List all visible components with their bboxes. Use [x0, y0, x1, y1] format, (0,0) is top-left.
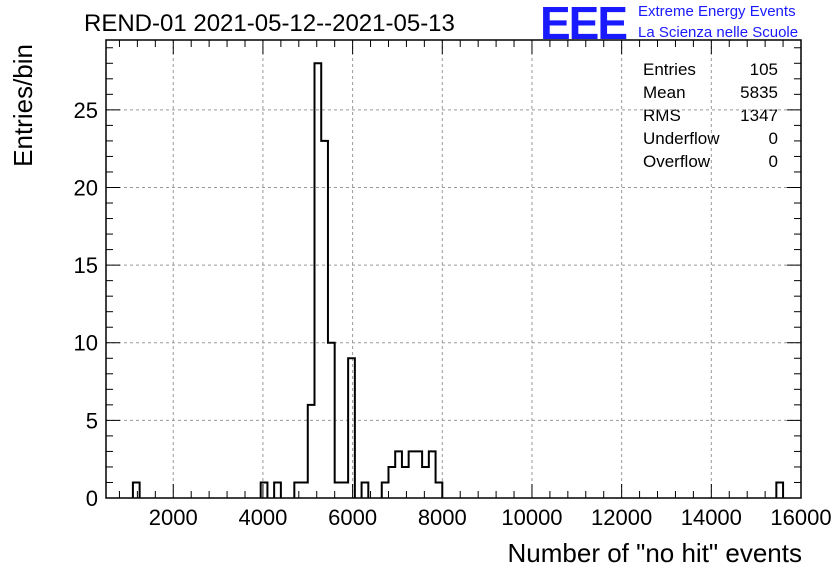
- stat-mean-value: 5835: [740, 83, 778, 102]
- histogram-bin: [776, 482, 783, 498]
- histogram-bin: [321, 141, 328, 498]
- y-tick-label: 0: [86, 486, 98, 511]
- tick-labels: 2000 4000 6000 8000 10000 12000 14000 160000510…: [74, 98, 832, 530]
- histogram-bin: [315, 63, 322, 498]
- chart-title: REND-01 2021-05-12--2021-05-13: [84, 10, 455, 37]
- x-tick-label: 6000: [328, 505, 377, 530]
- histogram-bin: [395, 451, 402, 498]
- y-tick-label: 10: [74, 331, 98, 356]
- stat-overflow-value: 0: [768, 152, 778, 171]
- histogram-bin: [436, 482, 443, 498]
- y-tick-label: 5: [86, 408, 98, 433]
- stat-underflow-value: 0: [768, 129, 778, 148]
- histogram-bin: [294, 482, 301, 498]
- histogram-bin: [261, 482, 268, 498]
- histogram-bin: [274, 482, 281, 498]
- grid: [106, 40, 801, 498]
- x-axis-label: Number of "no hit" events: [508, 538, 803, 568]
- histogram-bin: [382, 482, 389, 498]
- x-tick-label: 14000: [681, 505, 742, 530]
- y-tick-label: 20: [74, 175, 98, 200]
- y-axis-label: Entries/bin: [8, 44, 38, 167]
- x-tick-label: 16000: [770, 505, 831, 530]
- x-tick-label: 2000: [149, 505, 198, 530]
- histogram-outline: [131, 62, 785, 498]
- stat-mean-label: Mean: [643, 83, 686, 102]
- stat-entries-label: Entries: [643, 60, 696, 79]
- histogram-bin: [301, 482, 308, 498]
- plot-frame: [105, 39, 802, 499]
- stat-underflow-label: Underflow: [643, 129, 720, 148]
- x-tick-label: 8000: [418, 505, 467, 530]
- histogram-bin: [422, 467, 429, 498]
- axis-ticks: [106, 40, 802, 499]
- histogram-bin: [341, 482, 348, 498]
- histogram-bin: [348, 358, 355, 498]
- histogram-bin: [409, 451, 416, 498]
- histogram-bin: [308, 405, 315, 498]
- stat-entries-value: 105: [749, 60, 778, 79]
- y-tick-label: 25: [74, 98, 98, 123]
- eee-logo: EEE: [540, 0, 628, 49]
- y-tick-label: 15: [74, 253, 98, 278]
- histogram-bin: [133, 482, 140, 498]
- histogram-bins: [133, 63, 783, 498]
- x-tick-label: 12000: [591, 505, 652, 530]
- logo-line-2: La Scienza nelle Scuole: [638, 24, 799, 41]
- histogram-bin: [362, 482, 369, 498]
- x-tick-label: 10000: [501, 505, 562, 530]
- logo-line-1: Extreme Energy Events: [638, 3, 796, 20]
- histogram-bin: [415, 451, 422, 498]
- stat-overflow-label: Overflow: [643, 152, 711, 171]
- histogram-bin: [429, 451, 436, 498]
- histogram-bin: [388, 467, 395, 498]
- x-tick-label: 4000: [238, 505, 287, 530]
- histogram-bin: [402, 467, 409, 498]
- stat-rms-label: RMS: [643, 106, 681, 125]
- stat-rms-value: 1347: [740, 106, 778, 125]
- histogram-bin: [335, 482, 342, 498]
